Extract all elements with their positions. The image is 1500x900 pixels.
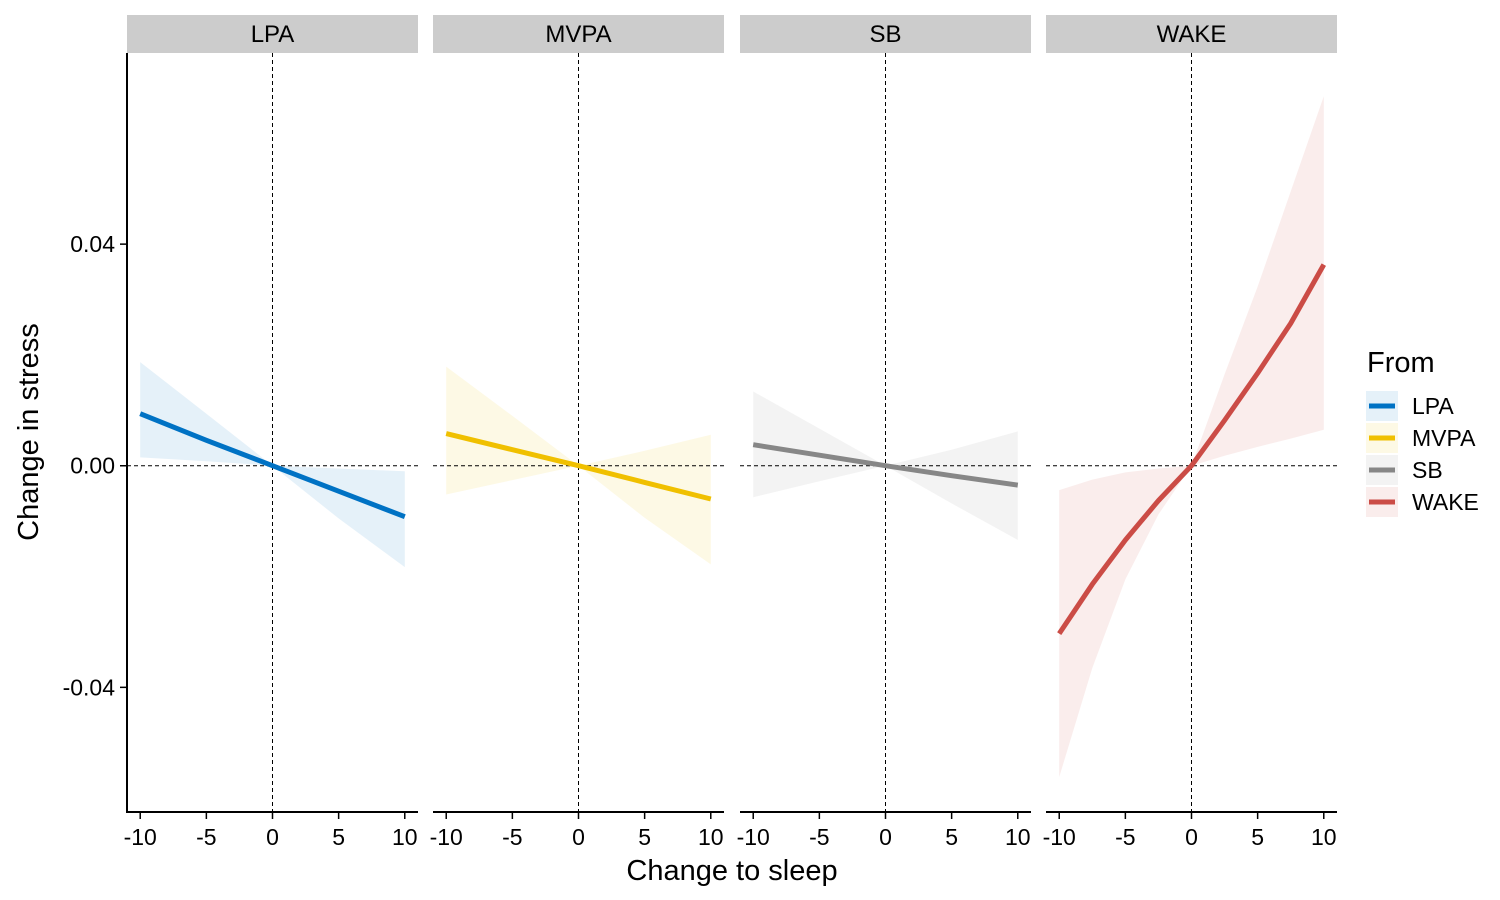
x-tick-label: -5 <box>1115 824 1135 850</box>
x-tick-label: -10 <box>124 824 157 850</box>
y-axis-title: Change in stress <box>13 323 45 541</box>
x-axis-title: Change to sleep <box>626 855 837 887</box>
y-tick-label: 0.00 <box>70 453 115 479</box>
x-tick-label: 10 <box>1311 824 1337 850</box>
strip-background <box>740 15 1031 53</box>
strip-label: SB <box>869 21 901 48</box>
panel-sb: SB -10 -5 0 5 10 <box>737 15 1031 850</box>
x-tick-label: -5 <box>809 824 829 850</box>
legend-item-wake: WAKE <box>1366 487 1479 517</box>
x-tick-label: 5 <box>638 824 651 850</box>
legend-title: From <box>1367 347 1435 379</box>
strip-label: LPA <box>251 21 295 48</box>
x-tick-label: -10 <box>1043 824 1076 850</box>
y-axis: -0.04 0.00 0.04 <box>63 53 128 813</box>
legend-item-mvpa: MVPA <box>1366 423 1476 453</box>
panel-mvpa: MVPA -10 -5 0 5 10 <box>430 15 724 850</box>
series-line-sb <box>752 442 1019 488</box>
strip-background <box>1046 15 1337 53</box>
legend-label: MVPA <box>1412 425 1476 451</box>
legend-label: LPA <box>1412 393 1454 419</box>
strip-background <box>433 15 724 53</box>
series-line-lpa <box>139 411 406 520</box>
x-tick-label: 0 <box>1185 824 1198 850</box>
series-line-wake <box>1057 263 1326 635</box>
legend: From LPA MVPA SB WAKE <box>1366 347 1479 517</box>
y-tick-label: 0.04 <box>70 231 115 257</box>
x-tick-label: -10 <box>737 824 770 850</box>
legend-item-lpa: LPA <box>1366 391 1454 421</box>
x-tick-label: 0 <box>572 824 585 850</box>
x-tick-label: 0 <box>266 824 279 850</box>
legend-item-sb: SB <box>1366 455 1443 485</box>
confidence-band <box>140 362 405 568</box>
strip-label: WAKE <box>1157 21 1227 48</box>
panel-lpa: LPA -10 -5 0 5 10 <box>124 15 418 850</box>
series-line-mvpa <box>445 431 712 502</box>
x-tick-label: 5 <box>1251 824 1264 850</box>
strip-background <box>127 15 418 53</box>
legend-label: WAKE <box>1412 489 1479 515</box>
confidence-band <box>446 366 711 565</box>
legend-label: SB <box>1412 457 1443 483</box>
strip-label: MVPA <box>545 21 611 48</box>
x-tick-label: -5 <box>196 824 216 850</box>
x-tick-label: 5 <box>945 824 958 850</box>
confidence-band <box>1059 96 1324 778</box>
x-tick-label: -5 <box>502 824 522 850</box>
panel-wake: WAKE -10 -5 0 5 10 <box>1043 15 1337 850</box>
x-tick-label: 5 <box>332 824 345 850</box>
x-tick-label: 10 <box>392 824 418 850</box>
x-tick-label: 0 <box>879 824 892 850</box>
x-tick-label: -10 <box>430 824 463 850</box>
x-tick-label: 10 <box>698 824 724 850</box>
y-tick-label: -0.04 <box>63 674 116 700</box>
confidence-band <box>753 391 1018 540</box>
x-tick-label: 10 <box>1005 824 1031 850</box>
